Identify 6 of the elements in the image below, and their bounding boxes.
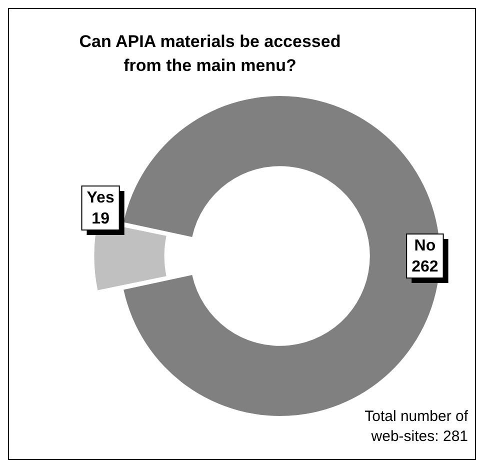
data-label: 19 [92,210,110,228]
chart-title: Can APIA materials be accessed from the main menu? [78,31,342,77]
text: Total number of web-sites: 281 [364,407,468,447]
slice-label: No [414,237,436,254]
slice-label: Yes [86,189,114,206]
data-label: 262 [412,258,438,276]
